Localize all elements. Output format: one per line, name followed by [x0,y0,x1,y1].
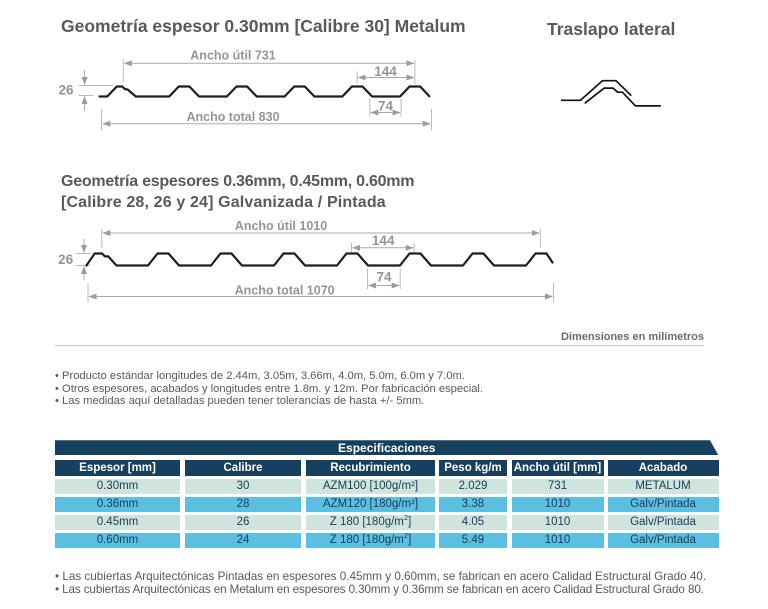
svg-text:144: 144 [374,64,397,79]
svg-text:Ancho total 1070: Ancho total 1070 [235,283,335,297]
svg-text:74: 74 [376,270,392,285]
svg-text:144: 144 [372,233,395,248]
svg-text:26: 26 [58,82,74,97]
svg-text:Ancho útil 731: Ancho útil 731 [190,48,275,62]
svg-text:Ancho total 830: Ancho total 830 [186,110,279,124]
svg-text:74: 74 [378,99,394,114]
svg-text:26: 26 [58,252,74,267]
svg-text:Ancho útil 1010: Ancho útil 1010 [235,219,327,233]
